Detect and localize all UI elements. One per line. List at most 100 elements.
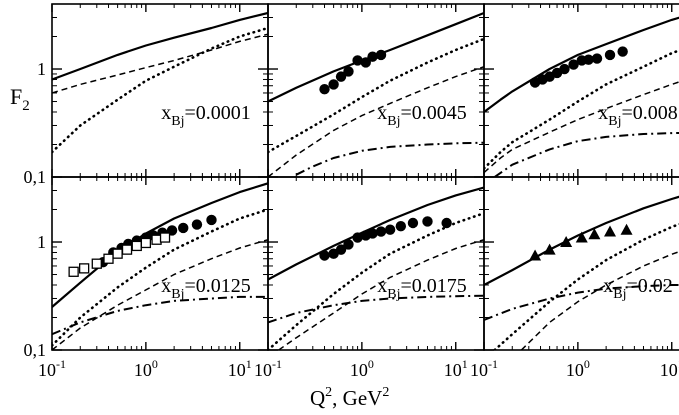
- series-dotted: [268, 211, 484, 350]
- data-point-circle: [360, 57, 371, 68]
- data-point-circle: [617, 46, 628, 57]
- series-dashed: [520, 250, 679, 350]
- data-point-circle: [343, 66, 354, 77]
- series-solid: [268, 186, 484, 281]
- panel-frame: [51, 3, 269, 178]
- data-point-triangle: [620, 223, 633, 235]
- data-point-circle: [335, 71, 347, 82]
- series-dotted: [493, 222, 679, 350]
- data-point-square: [103, 253, 114, 264]
- data-point-square: [112, 248, 123, 259]
- y-tick-label: 1: [37, 232, 46, 252]
- data-point-circle: [583, 54, 594, 65]
- data-point-circle: [591, 53, 603, 64]
- data-point-circle: [178, 222, 189, 234]
- series-dash-dot: [295, 141, 484, 176]
- x-tick-label: 100: [350, 357, 374, 380]
- data-point-triangle: [575, 231, 588, 243]
- data-point-circle: [395, 221, 407, 232]
- data-point-square: [131, 240, 142, 252]
- data-point-triangle: [529, 249, 542, 261]
- data-point-circle: [375, 49, 387, 61]
- curves: [484, 16, 679, 177]
- y-tick-label: 0,1: [24, 167, 47, 187]
- x-tick-label: 100: [566, 357, 590, 380]
- curves: [52, 11, 268, 154]
- panel-frame: [267, 3, 485, 178]
- data-point-triangle: [560, 236, 573, 248]
- data-point-circle: [191, 219, 203, 230]
- x-tick-label: 10-1: [470, 357, 498, 380]
- data-point-circle: [319, 250, 330, 261]
- x-tick-label: 101: [444, 357, 468, 380]
- x-tick-label: 101: [660, 357, 679, 380]
- panel-5: xBj=0.0175: [267, 176, 485, 351]
- series-dashed: [52, 238, 268, 350]
- series-dotted: [268, 37, 484, 154]
- panel-3: xBj=0.008: [483, 3, 679, 178]
- panel-xbj-label: xBj=0.0045: [377, 102, 467, 129]
- data-point-circle: [384, 224, 396, 235]
- data-point-triangle: [604, 225, 617, 237]
- data-point-circle: [422, 216, 433, 227]
- data-point-circle: [343, 239, 354, 250]
- data-point-circle: [375, 226, 387, 237]
- data-point-circle: [352, 55, 363, 66]
- x-tick-label: 101: [228, 357, 252, 380]
- series-dashed: [52, 33, 268, 94]
- x-tick-label: 100: [134, 357, 158, 380]
- panel-xbj-label: xBj=0.0175: [377, 275, 467, 302]
- curves: [52, 182, 268, 350]
- series-dash-dot: [494, 131, 679, 177]
- data-point-circle: [335, 244, 347, 255]
- data-point-square: [140, 237, 152, 249]
- y-tick-label: 0,1: [24, 340, 47, 360]
- series-solid: [52, 11, 268, 81]
- series-dash-dot: [268, 294, 484, 324]
- panel-xbj-label: xBj=0.0125: [161, 275, 251, 302]
- series-dotted: [52, 26, 268, 154]
- data-point-circle: [559, 63, 570, 75]
- data-point-square: [159, 232, 171, 243]
- series-solid: [484, 16, 679, 113]
- series-dashed: [268, 65, 484, 177]
- panel-1: xBj=0.0001: [51, 3, 269, 178]
- data-point-circle: [206, 214, 217, 226]
- panel-xbj-label: xBj=0.0001: [161, 102, 251, 129]
- data-point-circle: [319, 84, 330, 95]
- x-tick-label: 10-1: [254, 357, 282, 380]
- x-axis-label: Q2, GeV2: [310, 385, 389, 410]
- series-solid: [52, 182, 268, 308]
- data-point-circle: [352, 232, 363, 243]
- data-point-square: [91, 258, 102, 269]
- series-dotted: [484, 49, 679, 170]
- panels-group: xBj=0.0001 xBj=0.0045 xBj=0.008 xBj=0.0125 x…: [24, 3, 679, 380]
- data-point-circle: [407, 217, 419, 229]
- curves: [268, 186, 484, 350]
- panel-frame: [483, 176, 679, 351]
- curves: [484, 195, 679, 350]
- data-point-circle: [604, 49, 616, 61]
- panel-6: xBj=0.02: [483, 176, 679, 351]
- data-point-circle: [367, 51, 378, 62]
- data-point-circle: [367, 228, 378, 239]
- data-point-triangle: [588, 228, 601, 240]
- data-point-triangle: [543, 243, 556, 255]
- data-point-circle: [568, 59, 579, 70]
- data-point-circle: [441, 217, 452, 229]
- x-tick-label: 10-1: [38, 357, 66, 380]
- panel-2: xBj=0.0045: [267, 3, 485, 178]
- y-axis-label: F2: [10, 84, 30, 114]
- panel-xbj-label: xBj=0.02: [603, 275, 673, 302]
- data-point-square: [68, 266, 79, 277]
- data-point-square: [121, 244, 133, 255]
- series-dotted: [52, 208, 268, 347]
- data-point-square: [78, 263, 90, 274]
- curves: [268, 11, 484, 177]
- y-tick-label: 1: [37, 59, 46, 79]
- series-solid: [484, 195, 679, 286]
- data-point-square: [151, 234, 162, 245]
- panel-xbj-label: xBj=0.008: [598, 102, 678, 129]
- data-point-circle: [328, 79, 339, 90]
